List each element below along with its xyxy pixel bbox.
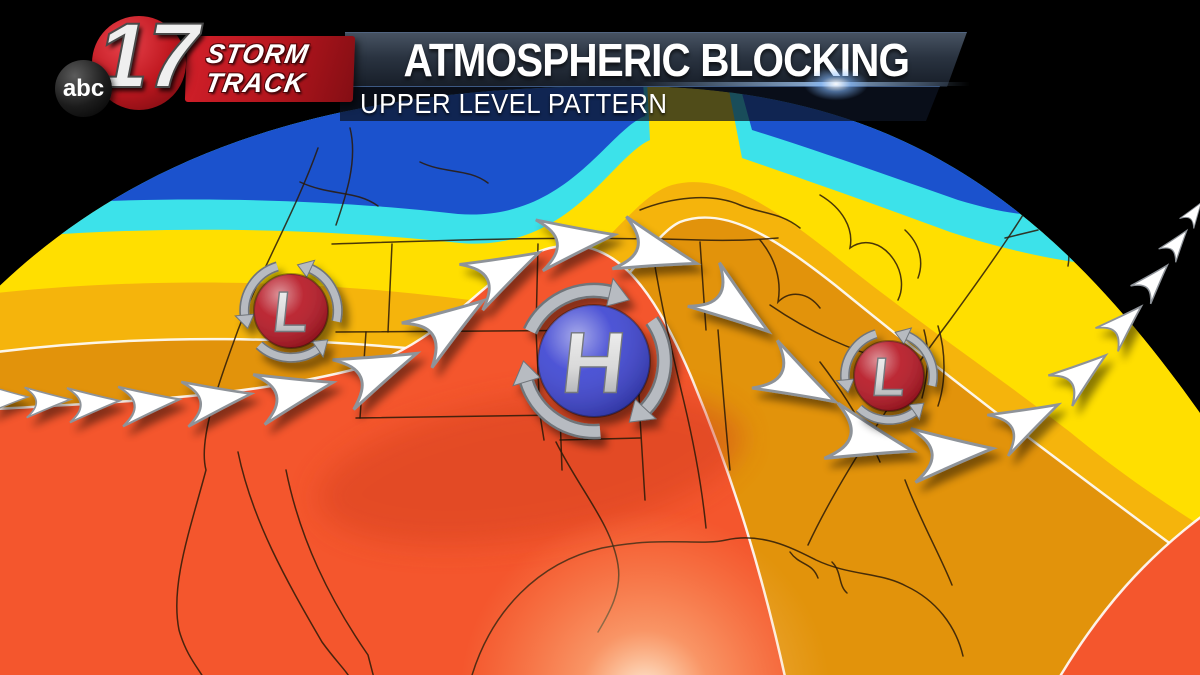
title-banner: ATMOSPHERIC BLOCKING: [345, 32, 967, 87]
contour-line-corner: [1028, 478, 1200, 675]
jet-arrow-icon: [1130, 263, 1170, 305]
jet-arrow-icon: [987, 402, 1063, 457]
rotation-arrowhead-icon: [234, 313, 255, 330]
jet-arrow-icon: [611, 215, 702, 271]
jet-arrow-icon: [751, 339, 840, 405]
jet-arrow-icon: [24, 386, 74, 419]
high-circle-gloss: [538, 305, 650, 417]
heat-shade: [317, 391, 743, 545]
jet-arrow-icon: [252, 373, 338, 426]
jet-stream-arrows: [0, 201, 1200, 484]
jet-arrow-icon: [909, 427, 998, 484]
low-label: L: [869, 347, 909, 408]
rotation-arrowhead-icon: [606, 277, 631, 307]
jet-arrow-icon: [0, 384, 31, 414]
rotation-arrowhead-icon: [296, 259, 316, 279]
rotation-arrowhead-icon: [628, 398, 658, 423]
rotation-arrow-icon: [641, 317, 670, 413]
jet-arrow-icon: [1047, 353, 1109, 407]
low-pressure-symbol: L: [835, 327, 938, 425]
brand-line2: TRACK: [202, 68, 308, 98]
subtitle-banner: UPPER LEVEL PATTERN: [340, 86, 940, 121]
high-pressure-symbol: H: [512, 277, 673, 440]
rotation-arrow-icon: [525, 285, 612, 334]
rotation-arrow-icon: [256, 342, 320, 362]
abc-network-icon: abc: [55, 60, 112, 117]
rotation-arrow-icon: [240, 263, 279, 316]
jet-arrow-icon: [180, 380, 256, 428]
rotation-arrowhead-icon: [908, 402, 925, 421]
abc-network-label: abc: [62, 74, 105, 102]
jet-arrow-icon: [459, 250, 544, 312]
low-circle-gloss: [254, 274, 328, 348]
rotation-arrowhead-icon: [894, 327, 913, 345]
rotation-arrow-icon: [841, 330, 878, 381]
jet-arrow-icon: [535, 218, 620, 272]
rotation-arrow-icon: [856, 405, 917, 424]
rotation-arrow-icon: [906, 333, 937, 387]
low-circle-gloss: [854, 341, 924, 411]
jet-arrow-icon: [1158, 228, 1189, 263]
rotation-arrow-icon: [521, 379, 601, 437]
jet-arrow-icon: [823, 402, 918, 460]
rotation-arrowhead-icon: [512, 360, 541, 387]
high-label: H: [557, 314, 630, 411]
low-label: L: [270, 281, 312, 345]
low-pressure-symbol: L: [234, 259, 343, 363]
station-logo: STORM TRACK 17 abc: [0, 0, 380, 130]
storm-track-banner: STORM TRACK: [184, 36, 356, 102]
jet-arrow-icon: [332, 351, 422, 411]
pressure-systems: L H L: [234, 259, 938, 440]
jet-arrow-icon: [1095, 304, 1144, 352]
jet-arrow-icon: [401, 297, 488, 369]
temp-band-hot-corner: [1030, 480, 1200, 675]
rotation-arrowhead-icon: [835, 378, 855, 394]
sun-glint: [460, 510, 830, 675]
rotation-arrowhead-icon: [311, 339, 329, 358]
channel-number: 17: [96, 5, 200, 107]
brand-line1: STORM: [203, 39, 312, 69]
page-subtitle: UPPER LEVEL PATTERN: [360, 88, 668, 119]
jet-arrow-icon: [66, 387, 123, 424]
page-title: ATMOSPHERIC BLOCKING: [403, 34, 909, 86]
rotation-arrow-icon: [309, 265, 342, 323]
jet-arrow-icon: [1179, 201, 1200, 229]
jet-arrow-icon: [687, 261, 773, 335]
jet-arrow-icon: [117, 385, 184, 428]
